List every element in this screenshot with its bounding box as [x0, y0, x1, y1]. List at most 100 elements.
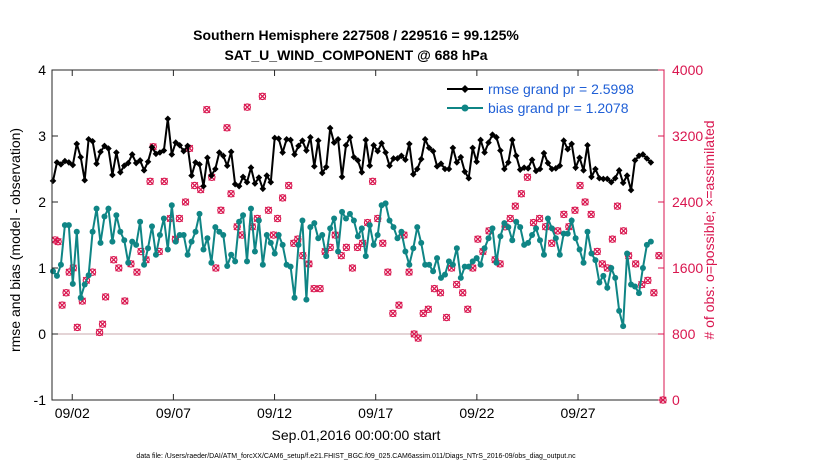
rmse-point [255, 174, 263, 181]
bias-point [188, 238, 195, 245]
rmse-point [584, 141, 591, 149]
bias-point [339, 208, 346, 215]
rmse-point [330, 139, 338, 146]
rmse-point [374, 147, 381, 155]
x-tick-label: 09/02 [55, 405, 90, 421]
rmse-point [136, 157, 144, 164]
obs-count-point [73, 323, 82, 332]
bias-point [604, 284, 611, 291]
bias-point [251, 248, 258, 255]
obs-count-point [181, 198, 190, 206]
rmse-point [469, 144, 476, 152]
rmse-point [635, 152, 643, 160]
rmse-point [425, 144, 433, 152]
bias-point [291, 294, 298, 301]
rmse-point [485, 139, 492, 146]
rmse-point [334, 136, 342, 143]
rmse-point [223, 162, 231, 169]
rmse-point [417, 155, 425, 163]
obs-count-point [115, 264, 123, 272]
rmse-point [140, 167, 148, 174]
obs-count-point [284, 181, 293, 190]
rmse-point [287, 136, 294, 144]
rmse-point [267, 178, 275, 186]
bias-point [77, 294, 84, 301]
bias-point [453, 245, 460, 252]
bias-point [141, 261, 148, 268]
chart-title-line2: SAT_U_WIND_COMPONENT @ 688 hPa [224, 47, 487, 63]
bias-point [57, 261, 64, 268]
bias-point [105, 205, 112, 212]
bias-point [643, 241, 650, 248]
rmse-point [105, 145, 112, 152]
rmse-point [619, 179, 627, 187]
x-tick-label: 09/17 [358, 405, 393, 421]
bias-point [267, 239, 274, 246]
bias-point [113, 212, 120, 219]
rmse-point [600, 175, 607, 183]
bias-point [497, 233, 504, 240]
bias-point [208, 259, 215, 266]
rmse-point [168, 151, 176, 158]
obs-count-point [54, 237, 62, 246]
bias-point [263, 232, 270, 238]
bias-point [434, 255, 441, 262]
rmse-point [275, 135, 282, 142]
obs-count-point [384, 268, 392, 276]
bias-point [485, 235, 492, 242]
bias-point [247, 205, 254, 212]
rmse-point [394, 155, 401, 162]
bias-point [164, 246, 171, 253]
obs-count-point [121, 297, 129, 305]
rmse-point [120, 162, 128, 169]
bias-point [438, 274, 445, 281]
bias-point [430, 268, 437, 275]
bias-point [588, 250, 595, 257]
bias-point [184, 251, 191, 258]
obs-count-point [474, 235, 482, 243]
bias-point [228, 251, 235, 258]
bias-point [259, 261, 266, 268]
bias-point [517, 224, 524, 231]
rmse-point [299, 137, 306, 144]
obs-count-point [203, 105, 211, 114]
rmse-point [326, 124, 334, 132]
bias-point [299, 217, 306, 224]
y-tick-label-left: 4 [38, 62, 46, 78]
bias-point [382, 200, 389, 207]
bias-point [319, 232, 326, 238]
bias-point [200, 246, 207, 253]
bias-point [53, 272, 60, 279]
bias-point [81, 281, 88, 288]
bias-point [540, 251, 547, 258]
bias-point [335, 248, 342, 255]
bias-point [513, 218, 520, 225]
bias-point [244, 258, 251, 265]
obs-count-point [95, 328, 104, 337]
bias-point [224, 263, 231, 270]
bias-point [180, 232, 187, 238]
bias-point [101, 213, 108, 220]
bias-point [406, 261, 413, 268]
obs-count-point [109, 255, 118, 264]
data-file-footer: data file: /Users/raeder/DAI/ATM_forcXX/… [136, 453, 576, 460]
obs-count-point [58, 301, 66, 309]
bias-point [473, 255, 480, 262]
rmse-point [85, 136, 92, 143]
bias-point [418, 239, 425, 246]
rmse-point [441, 165, 449, 173]
obs-count-point [506, 214, 514, 223]
rmse-point [215, 149, 223, 156]
bias-point [196, 210, 203, 217]
rmse-point [611, 174, 619, 182]
bias-point [489, 225, 496, 232]
rmse-point [607, 178, 615, 186]
obs-count-point [227, 190, 235, 198]
bias-point [97, 239, 104, 246]
rmse-point [212, 165, 219, 173]
bias-point [632, 283, 639, 290]
bias-point [307, 224, 314, 231]
rmse-point [57, 161, 65, 168]
x-axis-label: Sep.01,2016 00:00:00 start [272, 427, 441, 443]
